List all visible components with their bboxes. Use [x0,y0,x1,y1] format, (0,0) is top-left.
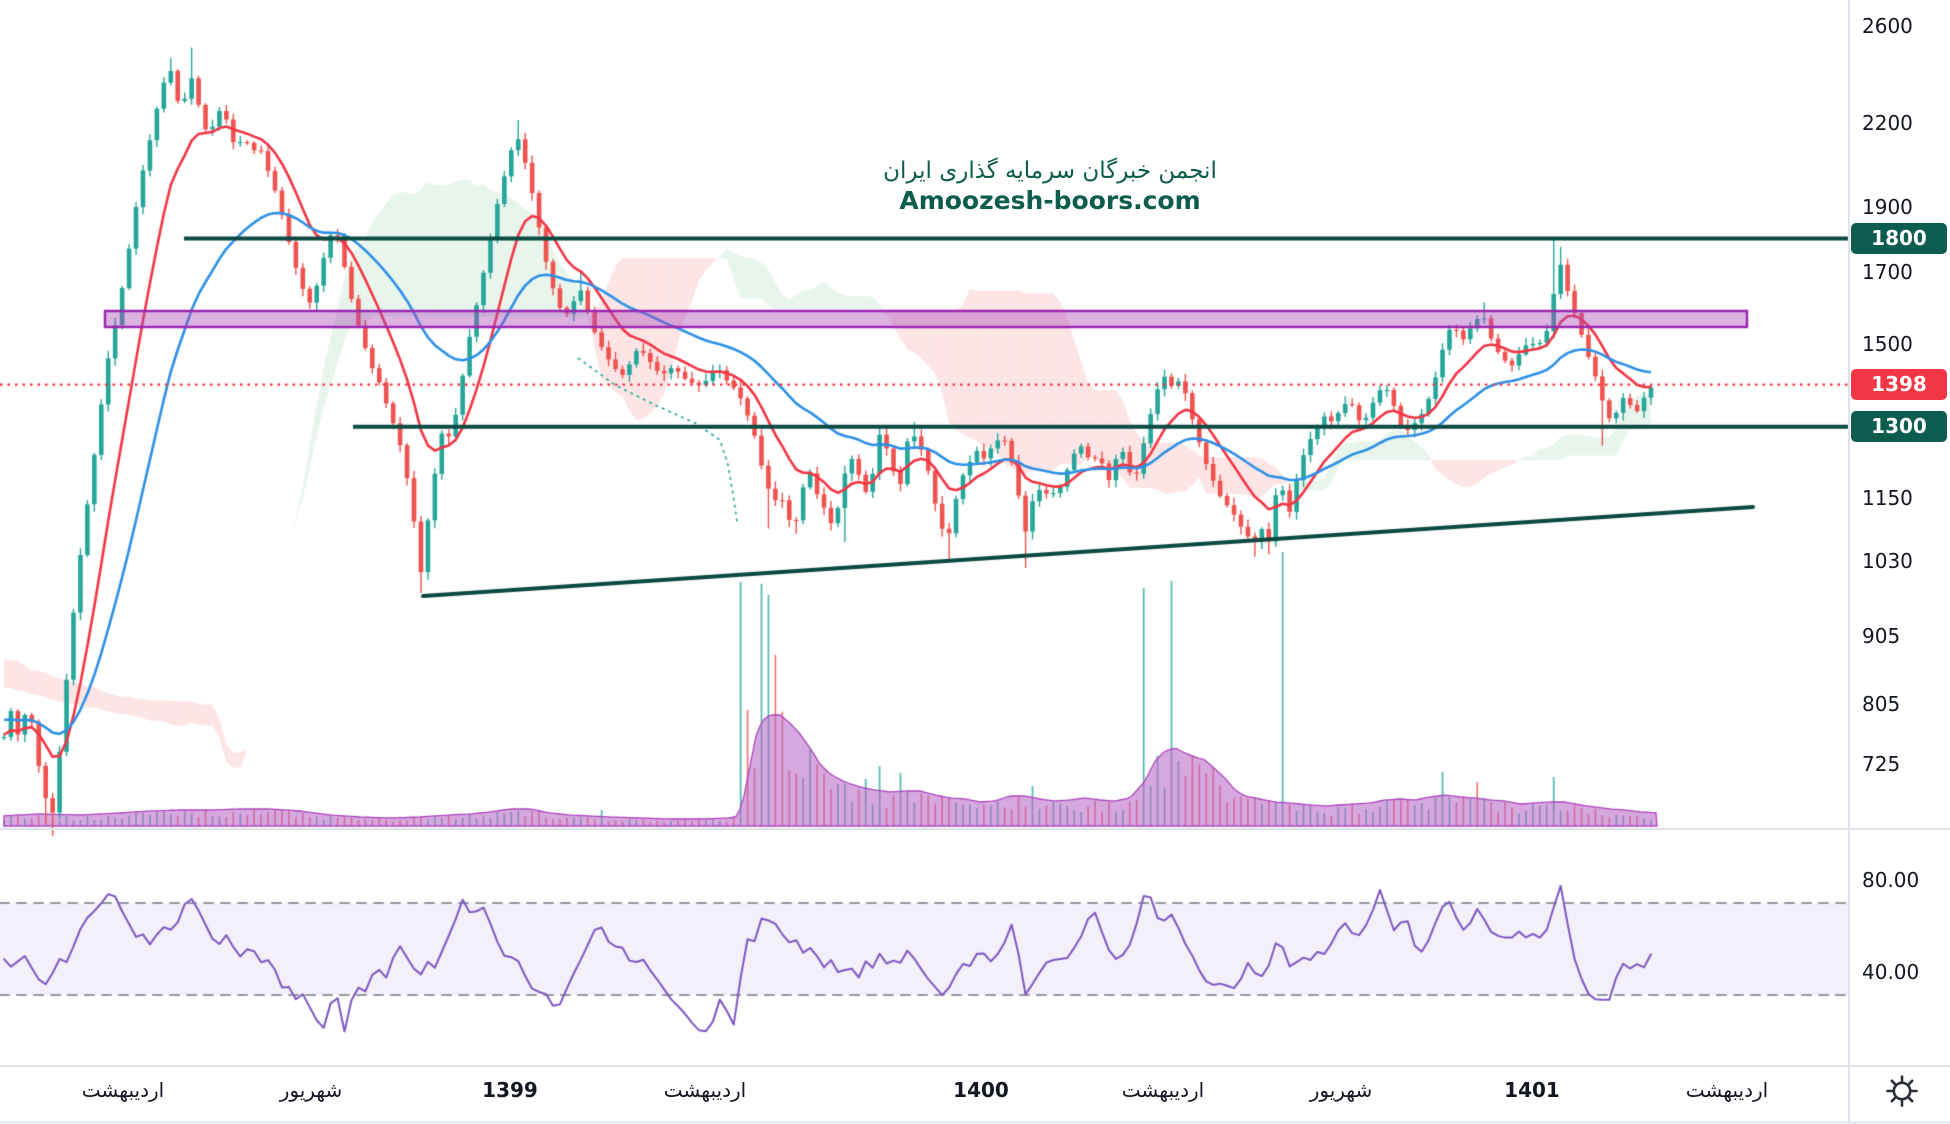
window-bottom-edge [0,1121,1950,1124]
pane-divider-rsi-timeaxis [0,1065,1950,1067]
rsi-axis-label: 40.00 [1862,960,1920,984]
rsi-axis-label: 80.00 [1862,868,1920,892]
price-scale-border [1848,0,1850,1124]
time-axis-label: 1399 [482,1078,538,1102]
sun-icon [1886,1075,1918,1107]
price-axis-label: 1030 [1862,549,1913,574]
price-axis-label: 2600 [1862,14,1913,39]
price-axis-label: 1700 [1862,259,1913,284]
time-axis-label: شهریور [279,1078,343,1102]
theme-toggle-button[interactable] [1883,1072,1921,1110]
price-axis-label: 2200 [1862,110,1913,135]
price-axis-label: 725 [1862,752,1901,777]
time-axis-label: 1400 [953,1078,1009,1102]
price-axis-label: 1500 [1862,331,1913,356]
price-axis-label: 1150 [1862,485,1913,510]
price-level-badge: 1300 [1851,411,1947,443]
time-axis-label: اردیبهشت [1121,1078,1205,1102]
price-axis-label: 1900 [1862,195,1913,220]
time-axis-label: شهریور [1309,1078,1373,1102]
price-level-badge: 1398 [1851,369,1947,401]
price-axis-label: 905 [1862,624,1901,648]
time-axis-label: 1401 [1504,1078,1560,1102]
price-level-badge: 1800 [1851,223,1947,255]
price-axis-label: 805 [1862,691,1901,716]
time-axis-label: اردیبهشت [1685,1078,1769,1102]
time-axis-label: اردیبهشت [663,1078,747,1102]
time-axis-label: اردیبهشت [81,1078,165,1102]
pane-divider-volume-rsi[interactable] [0,828,1950,830]
